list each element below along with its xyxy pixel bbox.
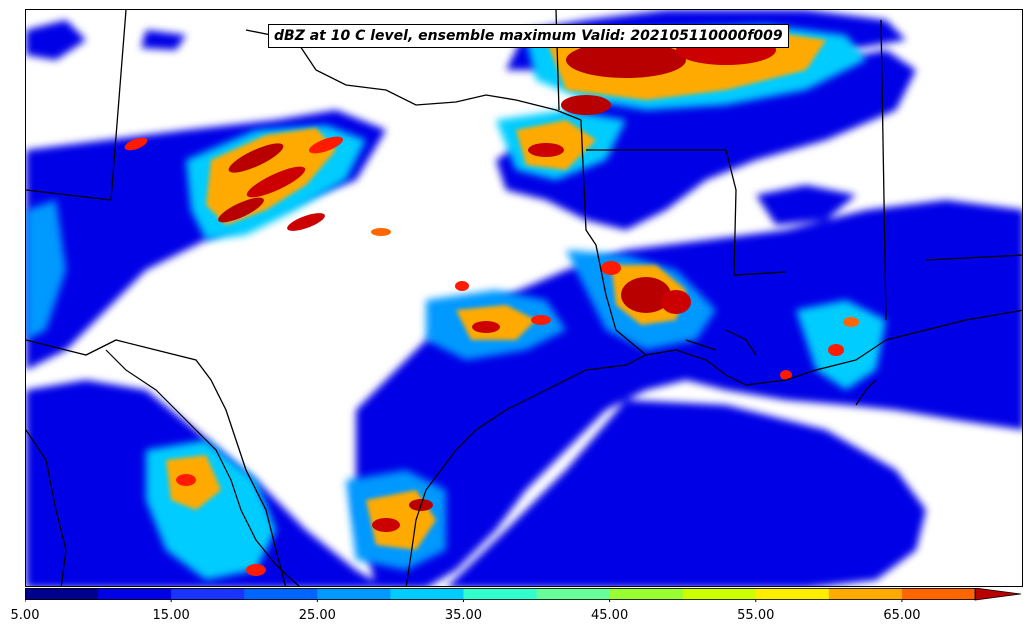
colorbar-tick-label: 45.00: [591, 608, 629, 623]
colorbar-segment: [463, 588, 538, 600]
colorbar-segment: [171, 588, 245, 600]
colorbar-segment: [901, 588, 976, 600]
colorbar-tick-label: 25.00: [298, 608, 336, 623]
colorbar: [25, 588, 1022, 602]
colorbar-outline: [25, 588, 976, 600]
colorbar-segment: [682, 588, 757, 600]
reflectivity-map: [26, 10, 1022, 586]
colorbar-tick-label: 5.00: [10, 608, 40, 623]
colorbar-tick-label: 15.00: [152, 608, 190, 623]
colorbar-tick-label: 35.00: [444, 608, 483, 623]
colorbar-segment: [244, 588, 318, 600]
river-border: [105, 349, 300, 586]
colorbar-extend-arrow: [974, 588, 1022, 601]
colorbar-segment: [98, 588, 172, 600]
coastline: [405, 309, 1022, 586]
colorbar-segment: [609, 588, 684, 600]
colorbar-segment: [828, 588, 903, 600]
colorbar-segment: [317, 588, 391, 600]
colorbar-tick-label: 65.00: [883, 608, 921, 623]
colorbar-segment: [755, 588, 830, 600]
colorbar-segment: [536, 588, 611, 600]
map-panel: dBZ at 10 C level, ensemble maximum Vali…: [25, 9, 1023, 587]
map-title: dBZ at 10 C level, ensemble maximum Vali…: [268, 24, 789, 48]
colorbar-tick-label: 55.00: [737, 608, 775, 623]
colorbar-segment: [390, 588, 464, 600]
colorbar-segment: [25, 588, 99, 600]
